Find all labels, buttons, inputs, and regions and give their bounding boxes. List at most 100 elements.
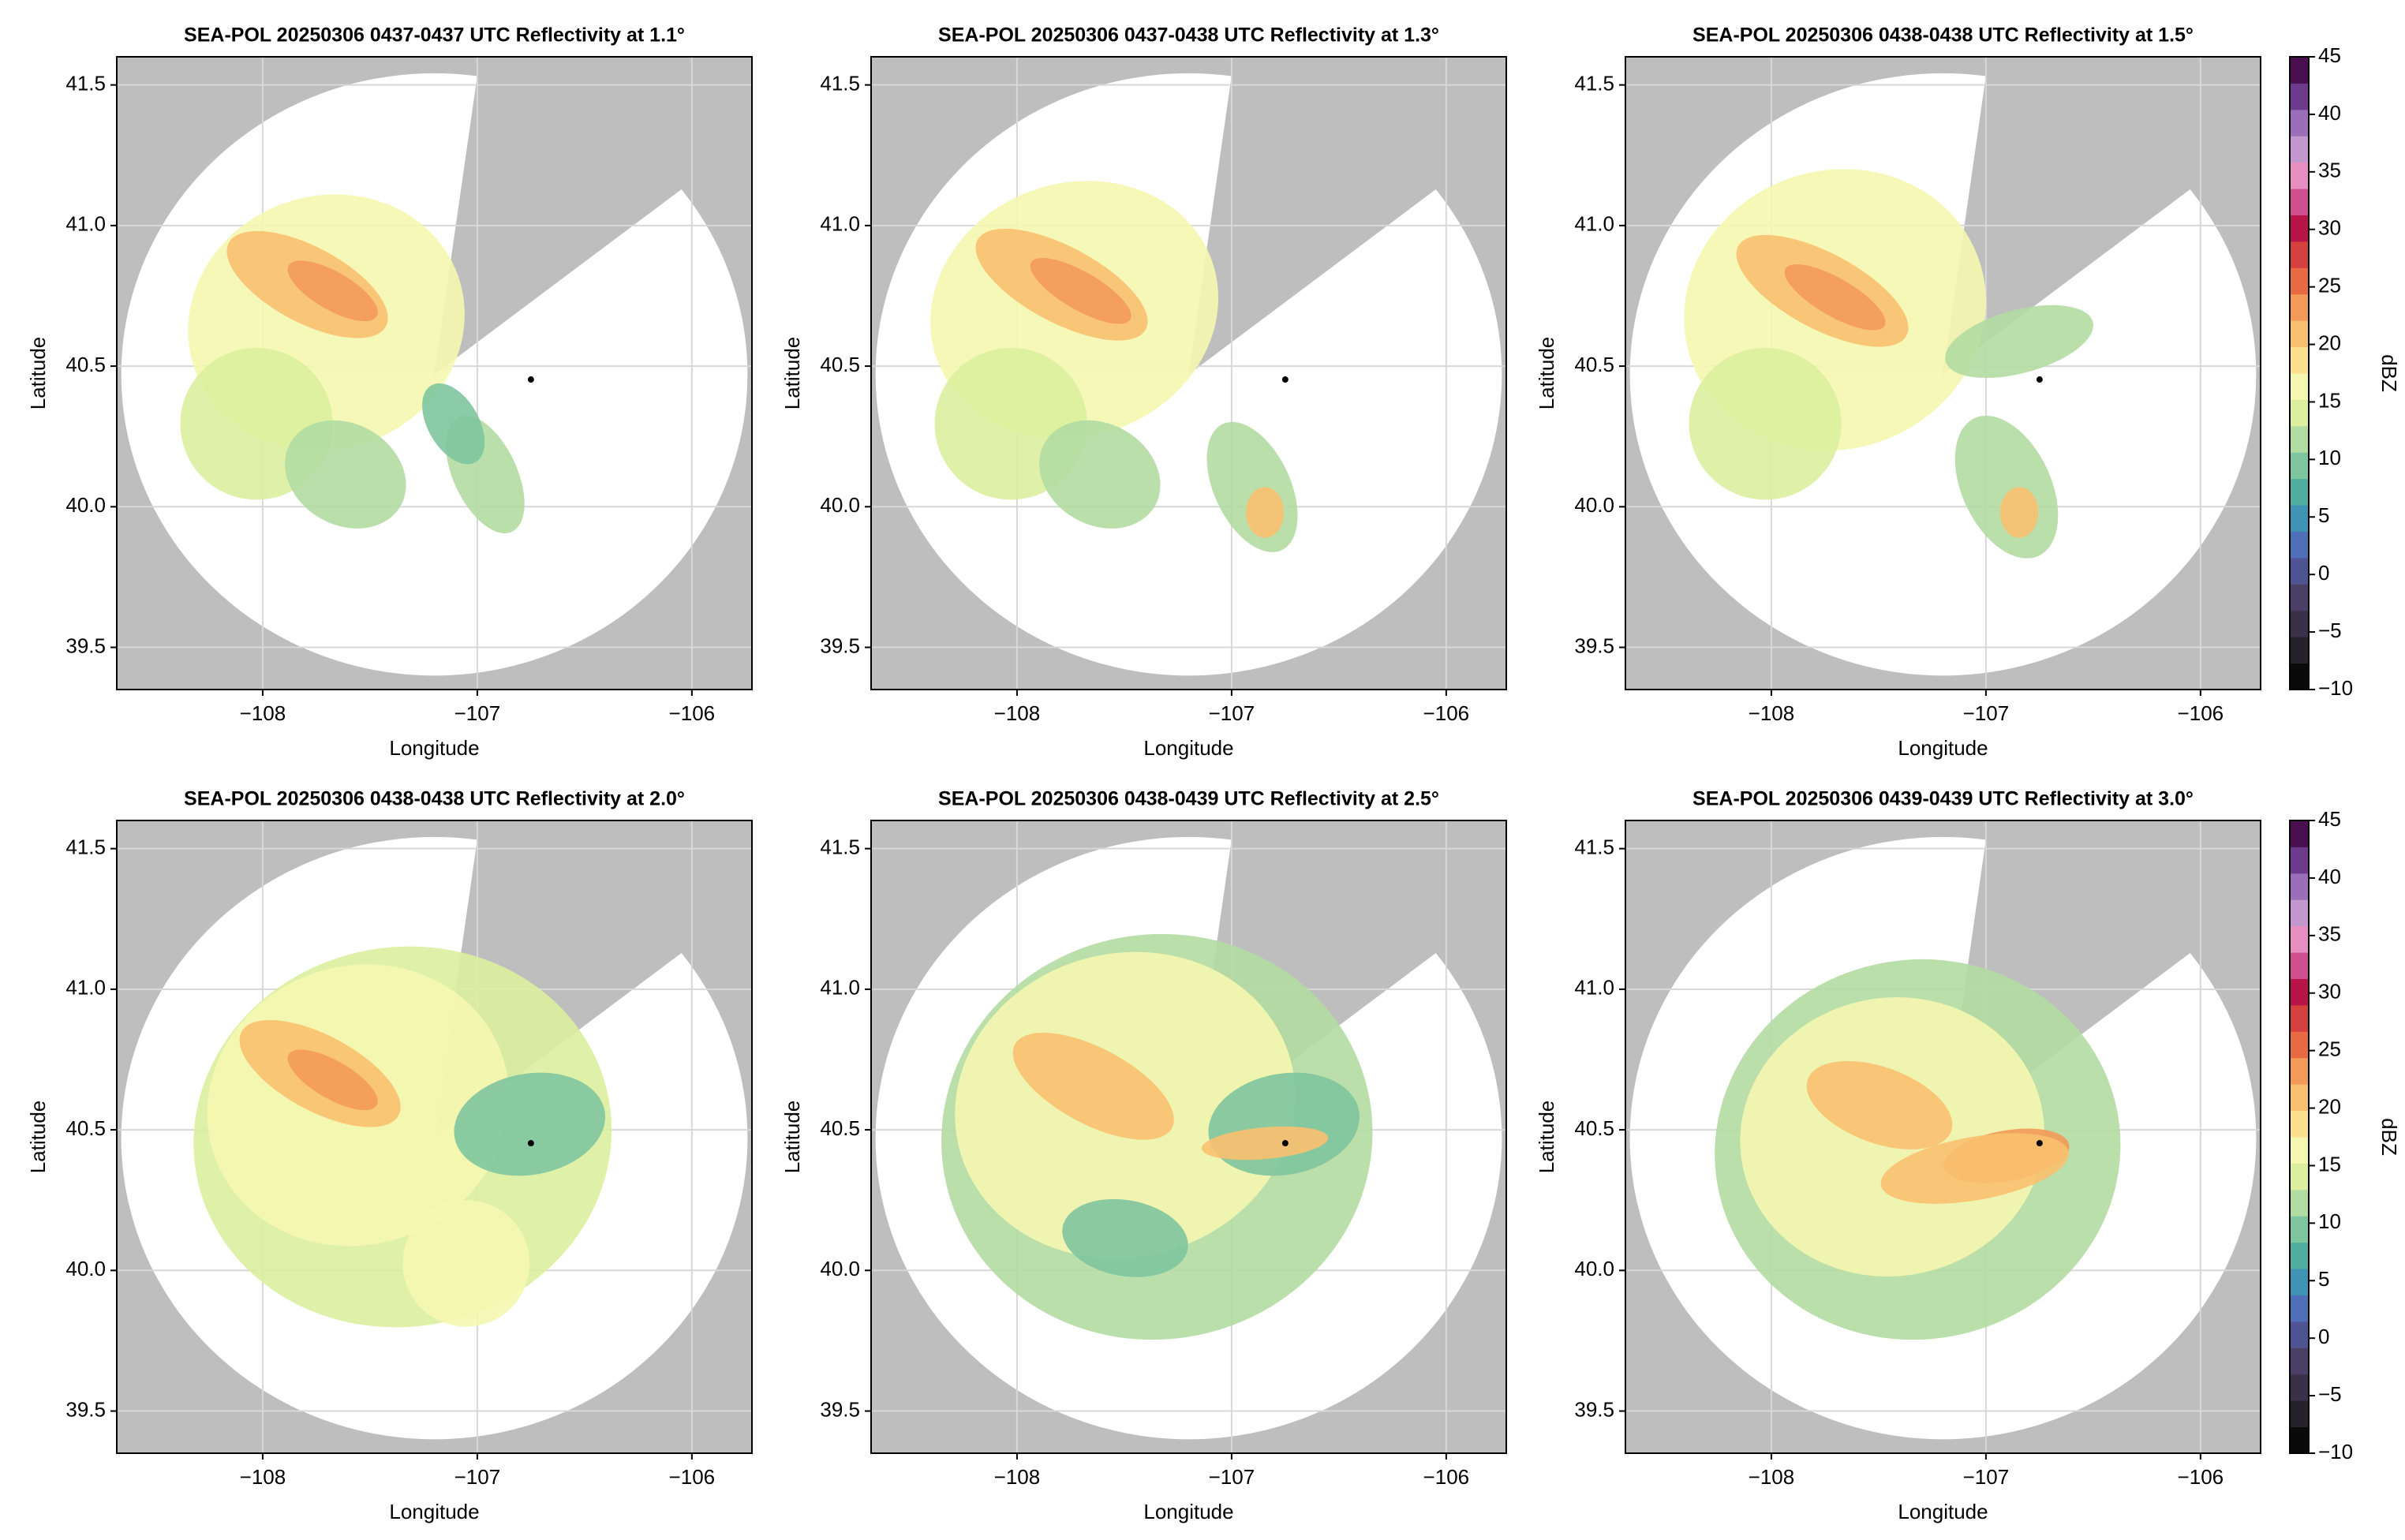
colorbar-swatch — [2290, 241, 2309, 268]
colorbar-swatch — [2290, 1374, 2309, 1401]
axes-frame — [116, 56, 753, 690]
y-tick-label: 41.5 — [1574, 835, 1614, 859]
colorbar-swatch — [2290, 610, 2309, 637]
y-tick-label: 40.5 — [820, 1116, 860, 1140]
y-tick-label: 40.0 — [1574, 493, 1614, 517]
y-tick-label: 40.0 — [65, 1257, 106, 1280]
echo-region — [1806, 1060, 1953, 1149]
x-axis-label: Longitude — [389, 1500, 479, 1523]
colorbar-swatch — [2290, 978, 2309, 1006]
colorbar-swatch — [2290, 425, 2309, 453]
plot-area — [117, 57, 752, 690]
plot-area — [871, 820, 1506, 1453]
panel-title: SEA-POL 20250306 0438-0439 UTC Reflectiv… — [938, 788, 1439, 810]
panel: SEA-POL 20250306 0438-0439 UTC Reflectiv… — [780, 788, 1507, 1523]
site-marker — [1281, 1140, 1289, 1147]
y-tick-label: 39.5 — [1574, 634, 1614, 657]
panel-title: SEA-POL 20250306 0437-0438 UTC Reflectiv… — [938, 24, 1439, 47]
colorbar-tick-label: 40 — [2318, 101, 2341, 125]
colorbar-swatch — [2290, 57, 2309, 84]
colorbar-swatch — [2290, 847, 2309, 874]
echo-region — [287, 260, 378, 322]
echo-region — [1039, 420, 1161, 529]
axes-frame — [1625, 56, 2261, 690]
colorbar-swatch — [2290, 1137, 2309, 1164]
colorbar-swatch — [2290, 399, 2309, 427]
colorbar-tick-label: 45 — [2318, 807, 2341, 831]
x-tick-label: −106 — [669, 701, 716, 725]
colorbar-swatch — [2290, 1057, 2309, 1085]
colorbar-tick-label: −10 — [2318, 676, 2353, 700]
colorbar-tick-label: 30 — [2318, 216, 2341, 240]
plot-area — [1625, 820, 2261, 1453]
y-axis-label: Latitude — [780, 337, 804, 410]
echo-region — [1030, 257, 1131, 324]
echo-region — [402, 1200, 530, 1327]
colorbar-swatch — [2290, 1031, 2309, 1059]
colorbar-swatch — [2290, 1004, 2309, 1032]
site-marker — [2036, 376, 2043, 383]
colorbar-tick-label: 5 — [2318, 1267, 2329, 1291]
panel-title: SEA-POL 20250306 0438-0438 UTC Reflectiv… — [1692, 24, 2194, 47]
colorbar-swatch — [2290, 557, 2309, 585]
x-tick-label: −107 — [454, 701, 501, 725]
y-tick-label: 40.0 — [1574, 1257, 1614, 1280]
colorbar-tick-label: −5 — [2318, 1382, 2342, 1406]
colorbar-swatch — [2290, 215, 2309, 242]
x-tick-label: −106 — [1423, 701, 1470, 725]
colorbar-label: dBZ — [2377, 354, 2401, 392]
colorbar-tick-label: 35 — [2318, 159, 2341, 182]
y-tick-label: 40.0 — [820, 493, 860, 517]
colorbar-swatch — [2290, 925, 2309, 953]
y-tick-label: 41.0 — [820, 976, 860, 1000]
panel: SEA-POL 20250306 0437-0438 UTC Reflectiv… — [780, 24, 1507, 760]
y-tick-label: 41.0 — [820, 212, 860, 236]
colorbar-swatch — [2290, 584, 2309, 611]
colorbar-swatch — [2290, 83, 2309, 110]
colorbar-swatch — [2290, 952, 2309, 979]
y-tick-label: 41.5 — [820, 835, 860, 859]
colorbar-swatch — [2290, 899, 2309, 927]
colorbar-swatch — [2290, 1216, 2309, 1243]
colorbar-tick-label: 25 — [2318, 274, 2341, 297]
colorbar-label: dBZ — [2377, 1118, 2401, 1156]
colorbar-swatch — [2290, 1163, 2309, 1191]
colorbar-tick-label: 45 — [2318, 43, 2341, 67]
y-tick-label: 40.5 — [65, 353, 106, 376]
echo-region — [287, 1049, 378, 1111]
colorbar-tick-label: 20 — [2318, 331, 2341, 354]
y-tick-label: 39.5 — [65, 634, 106, 657]
plot-area — [1625, 57, 2261, 690]
x-tick-label: −106 — [2178, 701, 2224, 725]
colorbar-frame — [2289, 820, 2310, 1454]
x-tick-label: −107 — [1209, 1465, 1255, 1489]
colorbar-tick-label: 25 — [2318, 1037, 2341, 1061]
colorbar-tick-label: 20 — [2318, 1094, 2341, 1118]
site-marker — [1281, 376, 1289, 383]
colorbar-tick-label: 40 — [2318, 865, 2341, 888]
echo-region — [1245, 487, 1285, 538]
y-tick-label: 39.5 — [820, 1397, 860, 1421]
y-tick-label: 41.0 — [65, 976, 106, 1000]
blocked-sector — [434, 57, 752, 375]
site-marker — [527, 1140, 534, 1147]
colorbar-tick-label: 0 — [2318, 1325, 2329, 1348]
colorbar-swatch — [2290, 873, 2309, 900]
panel: SEA-POL 20250306 0437-0437 UTC Reflectiv… — [26, 24, 753, 760]
colorbar-tick-label: 0 — [2318, 561, 2329, 585]
colorbar-swatch — [2290, 1348, 2309, 1375]
colorbar-swatch — [2290, 1110, 2309, 1138]
x-tick-label: −108 — [994, 701, 1041, 725]
x-tick-label: −107 — [1209, 701, 1255, 725]
y-tick-label: 40.5 — [1574, 353, 1614, 376]
x-axis-label: Longitude — [1143, 1500, 1233, 1523]
axes-frame — [870, 56, 1507, 690]
y-tick-label: 41.0 — [1574, 976, 1614, 1000]
y-axis-label: Latitude — [780, 1101, 804, 1174]
colorbar-swatch — [2290, 1400, 2309, 1428]
y-tick-label: 40.0 — [65, 493, 106, 517]
y-tick-label: 40.5 — [1574, 1116, 1614, 1140]
axes-frame — [870, 820, 1507, 1454]
echo-region — [1689, 347, 1842, 500]
